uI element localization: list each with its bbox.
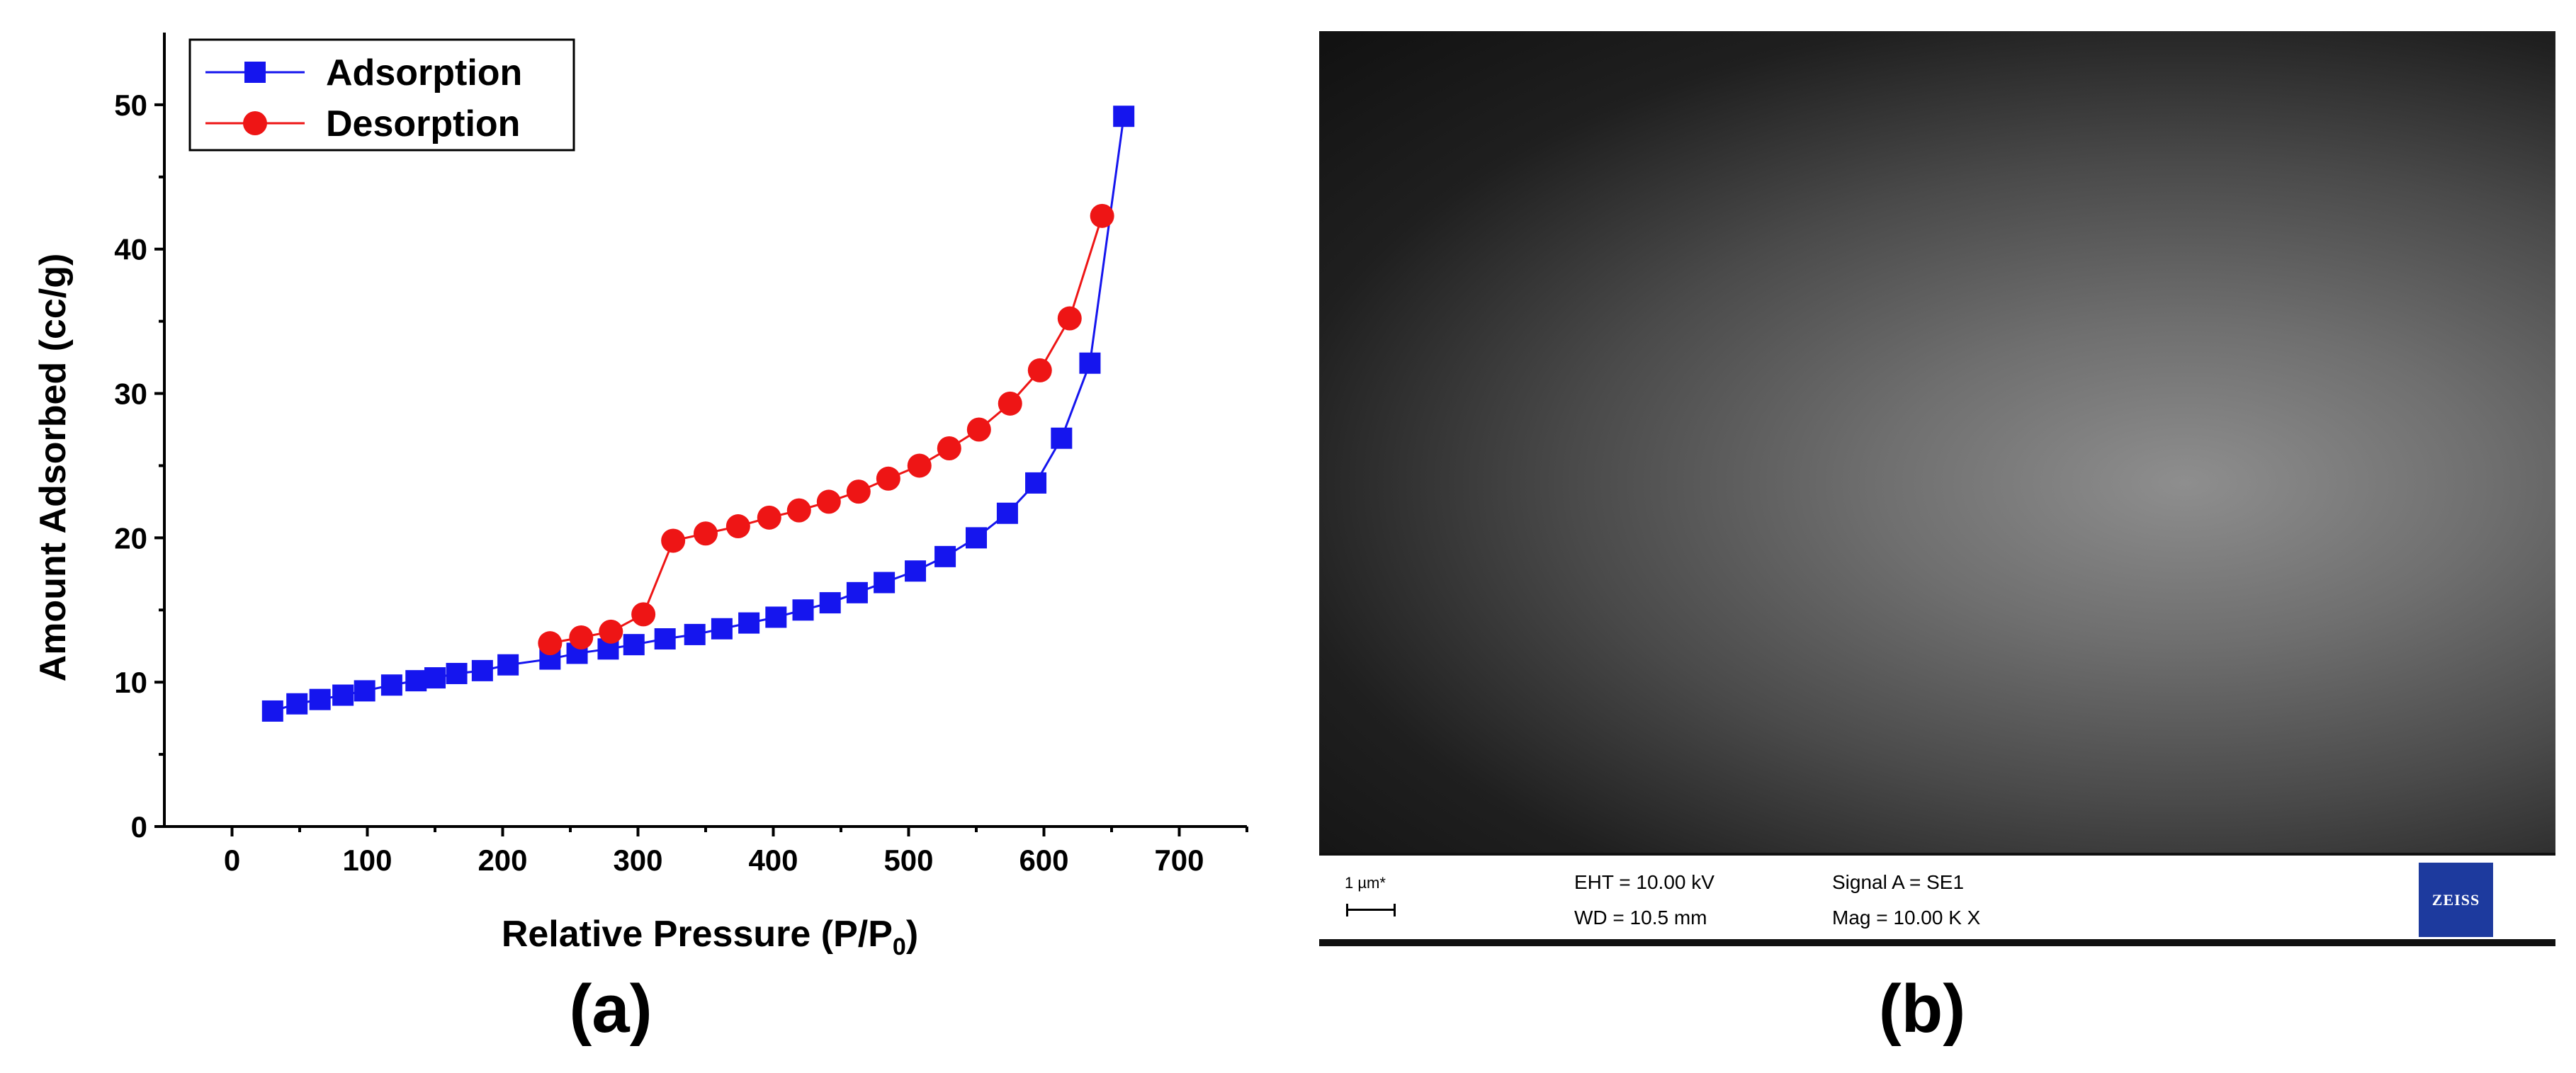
y-axis-title: Amount Adsorbed (cc/g) (33, 254, 74, 682)
x-tick-label: 100 (342, 844, 392, 877)
data-point-desorption (937, 436, 961, 460)
x-tick-label: 0 (224, 844, 240, 877)
y-tick-label: 50 (114, 89, 147, 122)
wd-value: WD = 10.5 mm (1574, 907, 1707, 929)
data-point-adsorption (819, 592, 841, 614)
signal-value: Signal A = SE1 (1832, 871, 1965, 893)
data-point-adsorption (1079, 352, 1101, 374)
data-point-adsorption (711, 618, 733, 640)
x-tick-label: 400 (748, 844, 798, 877)
data-point-adsorption (684, 623, 706, 645)
x-axis-title-subscript: 0 (893, 933, 906, 960)
data-point-desorption (816, 489, 841, 514)
panel-label-a: (a) (569, 971, 653, 1047)
data-point-adsorption (934, 545, 956, 567)
legend-label-desorption: Desorption (326, 103, 520, 144)
data-point-adsorption (905, 560, 927, 582)
data-point-adsorption (765, 606, 787, 628)
data-point-adsorption (309, 688, 331, 710)
y-tick-label: 30 (114, 377, 147, 411)
data-point-desorption (966, 417, 991, 442)
data-point-desorption (1027, 358, 1052, 382)
data-point-desorption (907, 453, 932, 478)
data-point-desorption (661, 528, 686, 553)
y-tick-label: 20 (114, 521, 147, 555)
data-point-adsorption (261, 700, 283, 722)
data-point-adsorption (424, 667, 446, 689)
y-tick-label: 10 (114, 666, 147, 699)
chart-legend: Adsorption Desorption (188, 38, 575, 152)
data-point-adsorption (623, 634, 645, 656)
scale-bar-label: 1 µm* (1345, 874, 1386, 892)
data-point-desorption (725, 514, 750, 539)
data-point-desorption (786, 498, 811, 523)
sem-info-bar: 1 µm* EHT = 10.00 kV WD = 10.5 mm Signal… (1319, 853, 2555, 946)
data-point-desorption (538, 631, 563, 656)
data-point-desorption (599, 619, 623, 644)
data-point-adsorption (332, 684, 354, 706)
data-point-adsorption (654, 628, 676, 650)
series-desorption (538, 203, 1114, 656)
data-point-desorption (846, 479, 871, 504)
x-tick-label: 500 (883, 844, 933, 877)
data-point-adsorption (354, 680, 375, 702)
data-point-adsorption (380, 674, 402, 696)
series-line-desorption (550, 215, 1104, 645)
data-point-adsorption (874, 572, 896, 594)
data-point-adsorption (1025, 472, 1047, 494)
x-tick-label: 600 (1019, 844, 1068, 877)
data-point-adsorption (497, 654, 519, 676)
data-point-adsorption (846, 581, 868, 603)
data-point-desorption (1057, 306, 1082, 331)
series-line-adsorption (272, 116, 1125, 713)
sem-micrograph (1319, 31, 2555, 853)
data-point-adsorption (286, 693, 308, 715)
data-point-desorption (876, 466, 900, 491)
data-point-desorption (694, 521, 718, 546)
y-tick-label: 0 (131, 810, 147, 844)
sem-micrograph-panel: 1 µm* EHT = 10.00 kV WD = 10.5 mm Signal… (1319, 31, 2555, 946)
data-point-desorption (569, 625, 594, 649)
legend-label-adsorption: Adsorption (326, 52, 522, 93)
legend-marker-desorption (243, 111, 267, 135)
scale-bar (1346, 904, 1396, 916)
data-point-desorption (631, 602, 656, 627)
data-point-adsorption (1113, 106, 1135, 127)
series-adsorption (261, 106, 1135, 722)
data-point-adsorption (966, 527, 987, 549)
panel-label-b: (b) (1878, 971, 1966, 1047)
data-point-desorption (1090, 203, 1114, 228)
data-point-adsorption (1051, 427, 1073, 449)
data-point-adsorption (738, 612, 760, 634)
eht-value: EHT = 10.00 kV (1574, 871, 1714, 893)
x-tick-label: 300 (613, 844, 662, 877)
data-point-desorption (998, 391, 1022, 416)
data-point-adsorption (471, 659, 493, 681)
data-point-adsorption (405, 670, 427, 692)
x-tick-label: 700 (1154, 844, 1204, 877)
data-point-adsorption (446, 662, 468, 684)
mag-value: Mag = 10.00 K X (1832, 907, 1981, 929)
zeiss-logo: ZEISS (2419, 863, 2493, 937)
data-point-adsorption (792, 599, 814, 621)
legend-marker-adsorption (244, 62, 266, 83)
x-tick-label: 200 (478, 844, 527, 877)
chart-series (261, 106, 1135, 722)
data-point-adsorption (996, 502, 1018, 524)
data-point-desorption (757, 505, 781, 530)
x-axis-title: Relative Pressure (P/P0) (502, 914, 918, 960)
y-tick-label: 40 (114, 233, 147, 266)
